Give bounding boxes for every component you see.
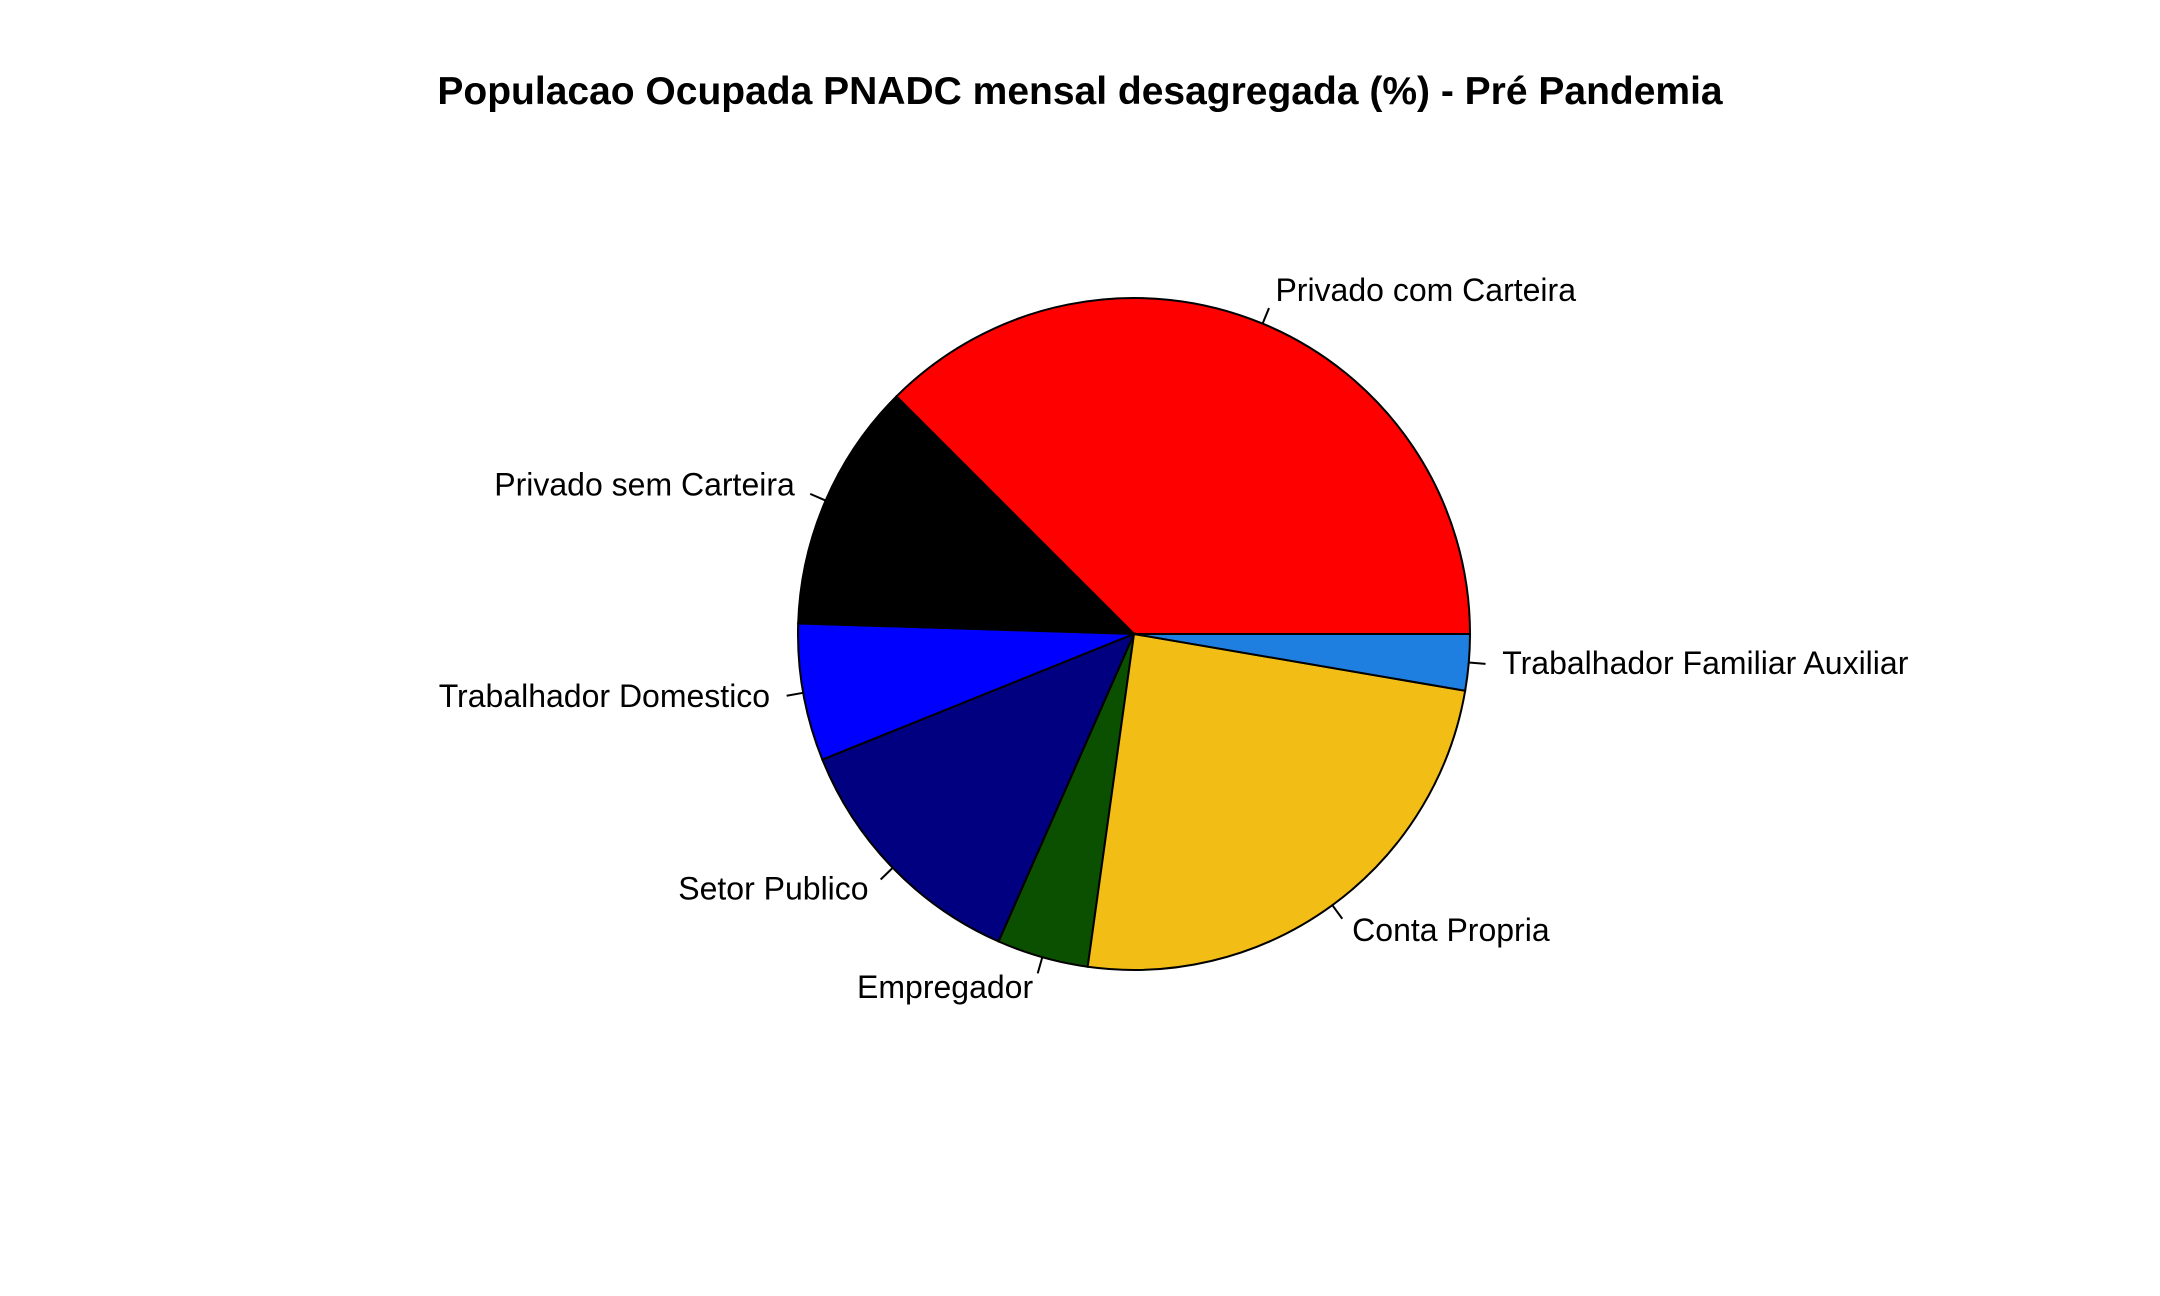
pie-slice-setor-publico <box>821 632 1136 943</box>
label-tick-privado-sem-carteira <box>809 492 827 502</box>
slice-label-conta-propria: Conta Propria <box>1352 912 1550 948</box>
chart-title: Populacao Ocupada PNADC mensal desagrega… <box>437 70 1723 113</box>
slice-label-trabalhador-domestico: Trabalhador Domestico <box>439 678 770 714</box>
label-tick-empregador <box>1036 956 1044 974</box>
label-tick-setor-publico <box>879 867 894 881</box>
pie-slice-privado-sem-carteira <box>797 394 1137 636</box>
label-tick-privado-com-carteira <box>1261 307 1270 324</box>
slice-label-empregador: Empregador <box>857 969 1033 1005</box>
pie-slices <box>797 297 1472 971</box>
label-tick-trabalhador-domestico <box>786 691 804 697</box>
pie-label-ticks <box>786 307 1486 974</box>
slice-label-trabalhador-familiar-auxiliar: Trabalhador Familiar Auxiliar <box>1502 645 1908 681</box>
label-tick-conta-propria <box>1331 904 1344 920</box>
pie-labels: Privado com Carteira Privado sem Carteira… <box>439 272 1909 1005</box>
label-tick-trabalhador-familiar-auxiliar <box>1468 661 1486 665</box>
slice-label-privado-sem-carteira: Privado sem Carteira <box>494 467 795 503</box>
slice-label-privado-com-carteira: Privado com Carteira <box>1275 272 1576 308</box>
slice-label-setor-publico: Setor Publico <box>678 871 868 907</box>
